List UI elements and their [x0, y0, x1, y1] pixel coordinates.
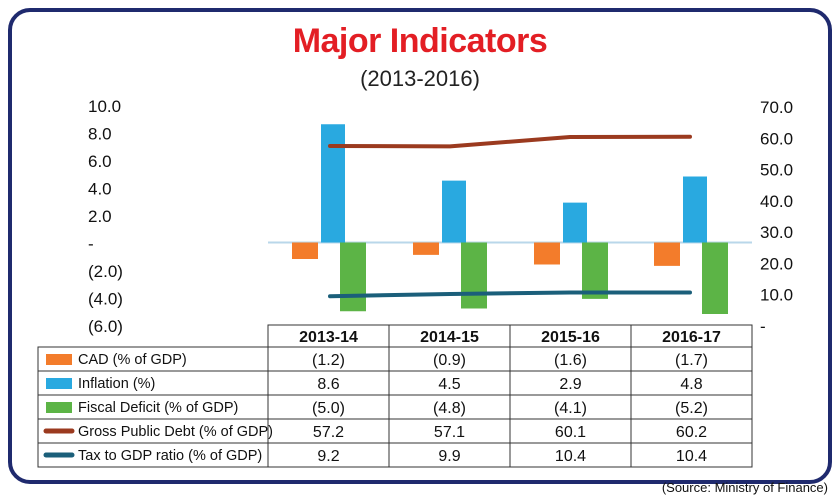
bar-inflation-2013-14	[321, 124, 345, 243]
data-label: 8.6	[317, 376, 339, 393]
data-label: 9.2	[317, 448, 339, 465]
right-axis-tick-label: -	[760, 317, 766, 336]
series-name: Gross Public Debt (% of GDP)	[78, 424, 273, 440]
table-header-label: 2016-17	[662, 329, 721, 346]
data-label: (1.6)	[554, 352, 587, 369]
right-axis-tick-label: 40.0	[760, 192, 793, 211]
right-axis-tick-label: 30.0	[760, 223, 793, 242]
left-axis-tick-label: 10.0	[88, 97, 121, 116]
data-label: 57.1	[434, 424, 465, 441]
data-label: (4.8)	[433, 400, 466, 417]
bar-cad-2014-15	[413, 242, 439, 255]
line-series-gross-public-debt	[328, 134, 692, 149]
data-label: 60.1	[555, 424, 586, 441]
data-label: 2.9	[559, 376, 581, 393]
left-axis-tick-label: -	[88, 235, 94, 254]
table-row	[37, 442, 753, 468]
legend-swatch	[46, 378, 72, 389]
series-name: Fiscal Deficit (% of GDP)	[78, 400, 238, 416]
data-label: 10.4	[555, 448, 586, 465]
right-axis-tick-label: 50.0	[760, 161, 793, 180]
data-label: 10.4	[676, 448, 707, 465]
bar-inflation-2016-17	[683, 176, 707, 243]
chart-title: Major Indicators	[292, 22, 548, 60]
data-label: 57.2	[313, 424, 344, 441]
table-row	[37, 370, 753, 396]
data-label: (0.9)	[433, 352, 466, 369]
source-note: (Source: Ministry of Finance)	[661, 480, 828, 495]
line-series-tax-to-gdp	[328, 290, 692, 299]
table-header-label: 2015-16	[541, 329, 600, 346]
bar-cad-2015-16	[534, 242, 560, 265]
bar-cad-2013-14	[292, 242, 318, 259]
series-name: CAD (% of GDP)	[78, 352, 187, 368]
table-row	[37, 346, 753, 372]
data-label: 4.8	[680, 376, 702, 393]
left-axis-tick-label: 2.0	[88, 207, 112, 226]
right-axis-tick-label: 70.0	[760, 98, 793, 117]
data-label: (1.7)	[675, 352, 708, 369]
right-axis-tick-label: 20.0	[760, 254, 793, 273]
bar-fiscal-2013-14	[340, 242, 366, 312]
right-axis-tick-label: 60.0	[760, 129, 793, 148]
bar-fiscal-2015-16	[582, 242, 608, 299]
table-row	[37, 394, 753, 420]
left-axis-tick-label: 8.0	[88, 125, 112, 144]
left-axis-tick-label: (2.0)	[88, 262, 123, 281]
table-row	[37, 418, 753, 444]
left-axis-tick-label: 4.0	[88, 180, 112, 199]
data-label: (4.1)	[554, 400, 587, 417]
chart-subtitle: (2013-2016)	[360, 66, 480, 91]
bar-inflation-2014-15	[442, 180, 466, 243]
bar-fiscal-2014-15	[461, 242, 487, 309]
data-label: (5.0)	[312, 400, 345, 417]
data-label: 60.2	[676, 424, 707, 441]
legend-swatch	[46, 354, 72, 365]
bar-cad-2016-17	[654, 242, 680, 266]
bar-inflation-2015-16	[563, 202, 587, 243]
data-label: (5.2)	[675, 400, 708, 417]
bar-fiscal-2016-17	[702, 242, 728, 314]
left-axis-tick-label: 6.0	[88, 152, 112, 171]
data-label: 9.9	[438, 448, 460, 465]
data-label: (1.2)	[312, 352, 345, 369]
left-axis-tick-label: (4.0)	[88, 290, 123, 309]
left-axis-tick-label: (6.0)	[88, 317, 123, 336]
series-name: Tax to GDP ratio (% of GDP)	[78, 448, 262, 464]
data-label: 4.5	[438, 376, 460, 393]
series-name: Inflation (%)	[78, 376, 155, 392]
legend-swatch	[46, 402, 72, 413]
table-header-label: 2013-14	[299, 329, 358, 346]
table-header-label: 2014-15	[420, 329, 479, 346]
right-axis-tick-label: 10.0	[760, 286, 793, 305]
